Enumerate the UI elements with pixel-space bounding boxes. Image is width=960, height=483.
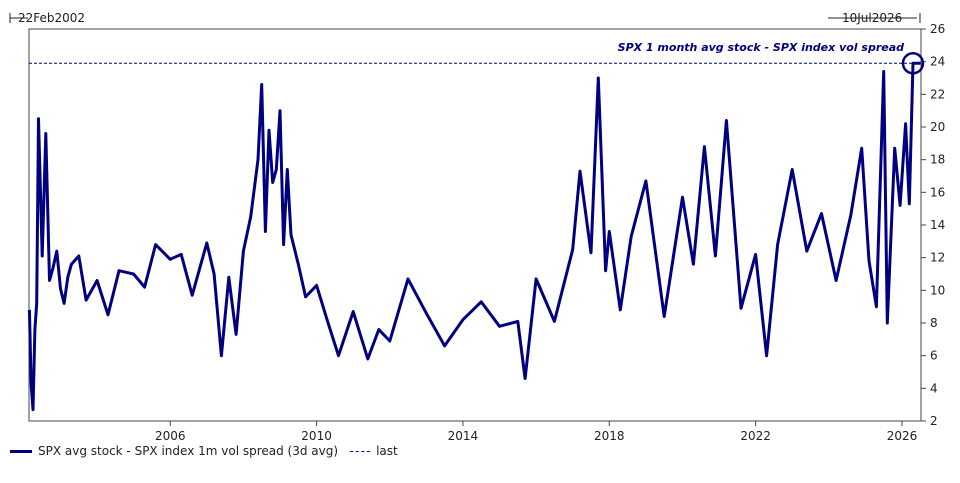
y-tick-label: 24 [930,55,945,69]
x-axis: 2006 2010 2014 2018 2022 2026 [155,421,917,443]
y-tick-label: 6 [930,349,938,363]
legend-dash-swatch [350,450,371,452]
y-tick-label: 26 [930,22,945,36]
last-value-marker [901,52,925,75]
y-tick-label: 20 [930,120,945,134]
y-tick-label: 10 [930,283,945,297]
y-tick-label: 22 [930,87,945,101]
end-date-label: 10Jul2026 [842,11,902,25]
legend: SPX avg stock - SPX index 1m vol spread … [10,444,398,458]
chart-annotation: SPX 1 month avg stock - SPX index vol sp… [618,41,904,54]
y-tick-label: 4 [930,381,938,395]
legend-dash-label: last [376,444,398,458]
legend-line-swatch [10,449,32,453]
x-tick-label: 2010 [301,429,332,443]
y-tick-label: 2 [930,414,938,428]
y-tick-label: 14 [930,218,945,232]
x-tick-label: 2026 [887,429,918,443]
start-date-label: 22Feb2002 [18,11,85,25]
series-line [27,61,921,412]
y-tick-label: 12 [930,251,945,265]
y-tick-label: 16 [930,185,945,199]
x-tick-label: 2022 [740,429,771,443]
plot-frame [28,28,922,422]
y-tick-label: 8 [930,316,938,330]
x-tick-label: 2014 [448,429,479,443]
x-tick-label: 2006 [155,429,186,443]
x-tick-label: 2018 [594,429,625,443]
legend-line-label: SPX avg stock - SPX index 1m vol spread … [38,444,339,458]
y-tick-label: 18 [930,153,945,167]
